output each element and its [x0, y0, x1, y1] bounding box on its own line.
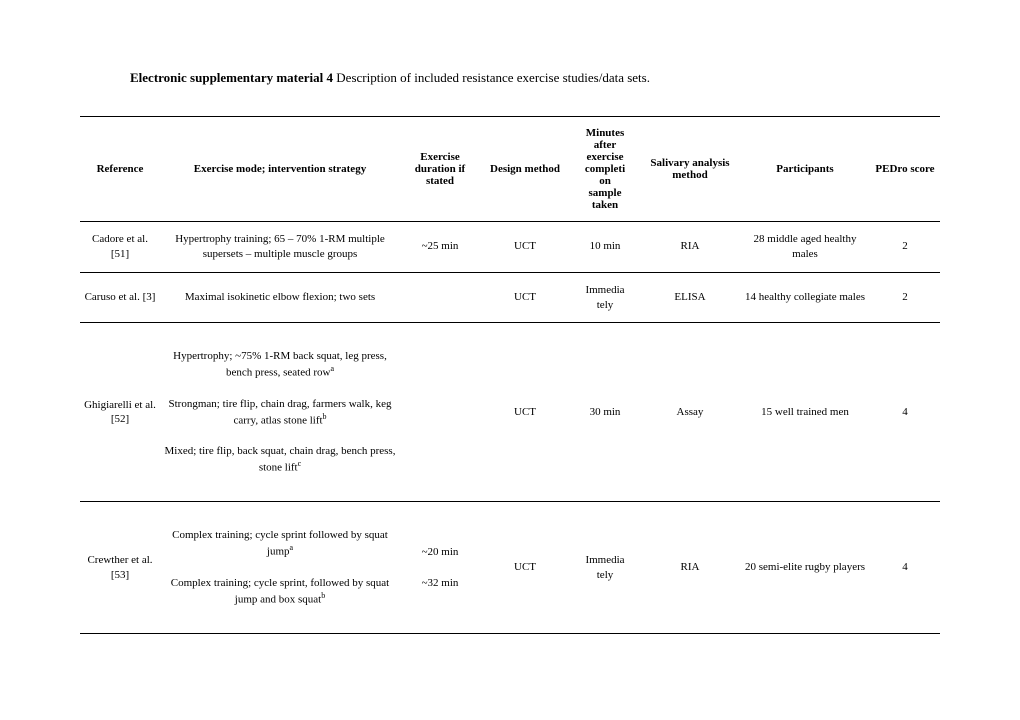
cell-minutes: 10 min	[570, 222, 640, 273]
cell-minutes: 30 min	[570, 323, 640, 502]
cell-salivary: Assay	[640, 323, 740, 502]
superscript-a: a	[330, 364, 334, 373]
cell-pedro: 4	[870, 502, 940, 634]
header-participants: Participants	[740, 117, 870, 222]
table-row: Caruso et al. [3] Maximal isokinetic elb…	[80, 272, 940, 323]
cell-pedro: 2	[870, 222, 940, 273]
cell-pedro: 4	[870, 323, 940, 502]
title-rest: Description of included resistance exerc…	[333, 70, 650, 85]
superscript-a: a	[290, 543, 294, 552]
cell-reference: Caruso et al. [3]	[80, 272, 160, 323]
cell-minutes: Immediately	[570, 272, 640, 323]
cell-participants: 28 middle aged healthy males	[740, 222, 870, 273]
cell-participants: 15 well trained men	[740, 323, 870, 502]
cell-duration	[400, 272, 480, 323]
cell-design: UCT	[480, 323, 570, 502]
cell-duration: ~25 min	[400, 222, 480, 273]
header-salivary: Salivary analysis method	[640, 117, 740, 222]
cell-salivary: RIA	[640, 222, 740, 273]
cell-participants: 14 healthy collegiate males	[740, 272, 870, 323]
cell-design: UCT	[480, 272, 570, 323]
superscript-b: b	[321, 591, 325, 600]
cell-salivary: RIA	[640, 502, 740, 634]
cell-mode: Maximal isokinetic elbow flexion; two se…	[160, 272, 400, 323]
document-title: Electronic supplementary material 4 Desc…	[130, 70, 940, 86]
cell-mode: Complex training; cycle sprint followed …	[160, 502, 400, 634]
cell-salivary: ELISA	[640, 272, 740, 323]
cell-reference: Cadore et al. [51]	[80, 222, 160, 273]
superscript-b: b	[323, 412, 327, 421]
header-design: Design method	[480, 117, 570, 222]
header-reference: Reference	[80, 117, 160, 222]
cell-pedro: 2	[870, 272, 940, 323]
studies-table: Reference Exercise mode; intervention st…	[80, 116, 940, 634]
title-bold: Electronic supplementary material 4	[130, 70, 333, 85]
cell-minutes: Immediately	[570, 502, 640, 634]
cell-mode: Hypertrophy training; 65 – 70% 1-RM mult…	[160, 222, 400, 273]
cell-duration: ~20 min ~32 min	[400, 502, 480, 634]
cell-mode: Hypertrophy; ~75% 1-RM back squat, leg p…	[160, 323, 400, 502]
header-mode: Exercise mode; intervention strategy	[160, 117, 400, 222]
superscript-c: c	[298, 459, 302, 468]
header-row: Reference Exercise mode; intervention st…	[80, 117, 940, 222]
cell-design: UCT	[480, 222, 570, 273]
table-row: Cadore et al. [51] Hypertrophy training;…	[80, 222, 940, 273]
cell-design: UCT	[480, 502, 570, 634]
header-pedro: PEDro score	[870, 117, 940, 222]
header-duration: Exercise duration if stated	[400, 117, 480, 222]
cell-reference: Crewther et al. [53]	[80, 502, 160, 634]
cell-duration	[400, 323, 480, 502]
cell-reference: Ghigiarelli et al. [52]	[80, 323, 160, 502]
cell-participants: 20 semi-elite rugby players	[740, 502, 870, 634]
table-row: Crewther et al. [53] Complex training; c…	[80, 502, 940, 634]
table-row: Ghigiarelli et al. [52] Hypertrophy; ~75…	[80, 323, 940, 502]
header-minutes: Minutesafterexercisecompletionsampletake…	[570, 117, 640, 222]
